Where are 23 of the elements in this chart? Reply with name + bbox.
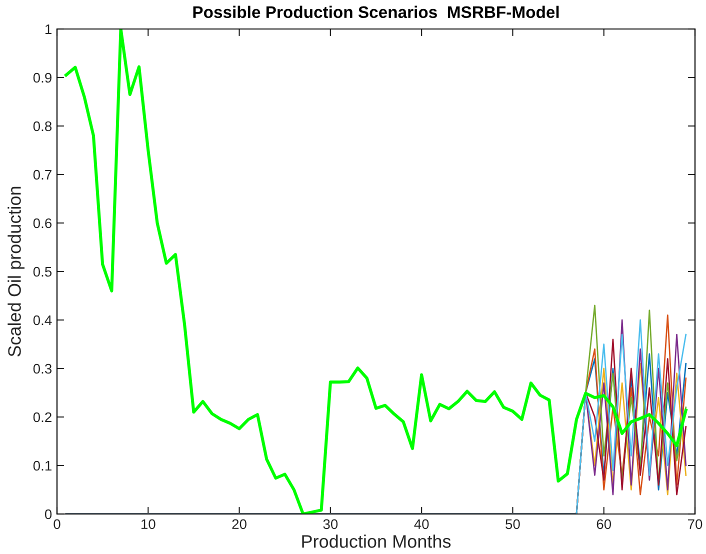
y-tick-label: 0.4 bbox=[33, 315, 52, 326]
x-tick-label: 50 bbox=[506, 519, 520, 530]
x-tick-label: 40 bbox=[414, 519, 429, 530]
y-axis-title: Scaled Oil production bbox=[8, 186, 24, 356]
y-tick-label: 0.2 bbox=[33, 412, 52, 422]
y-tick-label: 0.1 bbox=[33, 460, 52, 471]
x-tick-label: 60 bbox=[596, 519, 612, 530]
chart-title: Possible Production Scenarios MSRBF-Model bbox=[193, 6, 559, 18]
y-tick-label: 1 bbox=[45, 24, 52, 34]
y-tick-label: 0 bbox=[44, 509, 52, 520]
y-tick-label: 0.7 bbox=[33, 170, 52, 180]
y-tick-label: 0.3 bbox=[33, 364, 52, 374]
line-series bbox=[64, 29, 688, 514]
x-tick-label: 70 bbox=[688, 519, 702, 530]
x-axis-title: Production Months bbox=[302, 534, 451, 548]
y-tick-label: 0.6 bbox=[33, 218, 52, 228]
y-tick-label: 0.8 bbox=[33, 121, 52, 132]
x-tick-label: 0 bbox=[54, 519, 60, 530]
y-tick-label: 0.9 bbox=[33, 72, 52, 83]
x-tick-label: 30 bbox=[323, 519, 338, 530]
y-tick-label: 0.5 bbox=[33, 266, 52, 277]
x-tick-label: 20 bbox=[232, 519, 246, 530]
x-tick-label: 10 bbox=[141, 519, 156, 530]
